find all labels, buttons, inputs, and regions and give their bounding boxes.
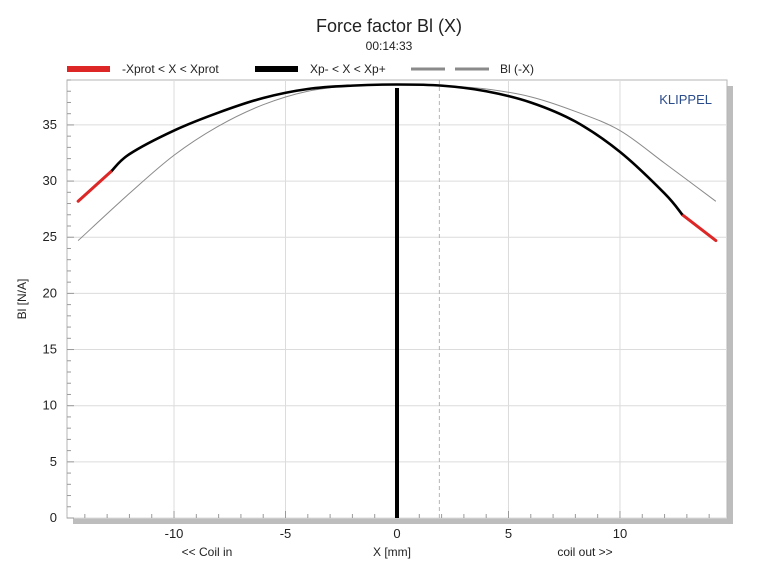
chart-subtitle: 00:14:33 [366,39,413,53]
x-tick-label: -5 [280,526,292,541]
y-tick-label: 20 [43,285,57,300]
x-tick-labels: -10 -5 0 5 10 [165,526,628,541]
chart-title: Force factor Bl (X) [316,16,462,36]
y-tick-label: 25 [43,229,57,244]
legend-label-xp: Xp- < X < Xp+ [310,62,386,76]
y-tick-label: 10 [43,398,57,413]
series-line-xprot-left [76,169,114,203]
legend-label-bl-minus-x: Bl (-X) [500,62,534,76]
x-tick-label: 0 [393,526,400,541]
x-tick-label: -10 [165,526,184,541]
y-tick-label: 15 [43,342,57,357]
x-axis-label: X [mm] [373,545,411,559]
series-line-xp [110,83,684,216]
legend: -Xprot < X < Xprot Xp- < X < Xp+ Bl (-X) [67,62,534,76]
y-tick-label: 30 [43,173,57,188]
series-line-xprot-right [680,213,718,243]
x-tick-label: 5 [505,526,512,541]
y-tick-labels: 0 5 10 15 20 25 30 35 [43,117,57,525]
y-tick-label: 35 [43,117,57,132]
minor-ticks [67,79,710,519]
brand-label: KLIPPEL [659,92,712,107]
x-axis-label-right: coil out >> [557,545,612,559]
legend-label-xprot: -Xprot < X < Xprot [122,62,219,76]
y-axis-label: Bl [N/A] [15,279,29,320]
y-tick-label: 5 [50,454,57,469]
y-tick-label: 0 [50,510,57,525]
x-tick-label: 10 [613,526,627,541]
x-axis-label-left: << Coil in [182,545,233,559]
series-group [76,83,718,243]
